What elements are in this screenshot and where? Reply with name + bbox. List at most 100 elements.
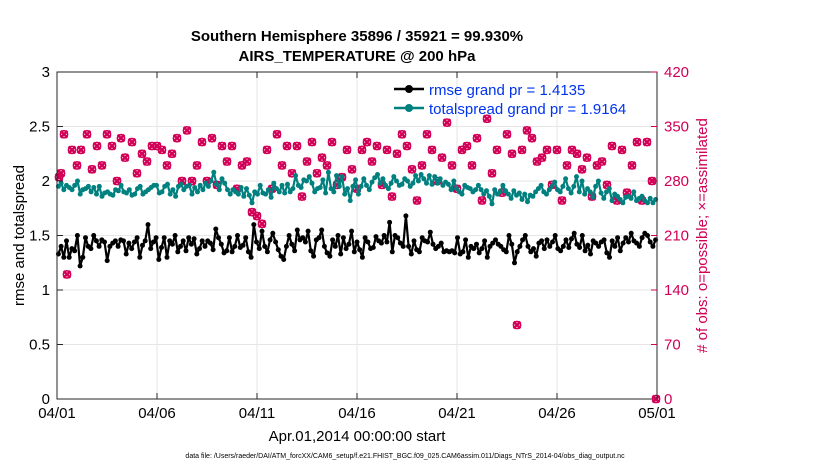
totalspread-point xyxy=(257,182,263,188)
obs-possible-marker xyxy=(112,176,122,186)
y-right-tick-labels: 0 70 140 210 280 350 420 xyxy=(664,64,689,408)
y-right-tick-label: 350 xyxy=(664,119,689,136)
obs-assimilated-marker xyxy=(192,161,202,170)
totalspread-point xyxy=(609,198,615,204)
totalspread-point xyxy=(375,172,380,177)
rmse-point xyxy=(72,248,78,254)
rmse-point xyxy=(498,243,504,249)
obs-assimilated-marker xyxy=(197,137,207,147)
rmse-point xyxy=(639,235,645,241)
rmse-point xyxy=(346,241,352,247)
rmse-point xyxy=(275,247,281,253)
x-axis-label: Apr.01,2014 00:00:00 start xyxy=(269,428,447,445)
obs-assimilated-marker xyxy=(312,168,322,178)
obs-possible-marker xyxy=(116,133,126,143)
totalspread-point xyxy=(475,182,481,188)
totalspread-point xyxy=(347,198,353,204)
obs-possible-marker xyxy=(382,145,392,155)
y-right-tick-label: 0 xyxy=(664,391,672,408)
totalspread-point xyxy=(211,169,217,175)
totalspread-point xyxy=(309,180,315,186)
obs-assimilated-marker xyxy=(607,141,617,151)
totalspread-point xyxy=(355,191,361,197)
obs-possible-marker xyxy=(197,137,207,147)
totalspread-point xyxy=(216,187,222,193)
totalspread-point xyxy=(361,176,367,182)
obs-assimilated-marker xyxy=(72,161,82,170)
rmse-point xyxy=(435,243,441,249)
rmse-point xyxy=(167,238,173,244)
totalspread-point xyxy=(91,185,97,190)
totalspread-point xyxy=(410,180,416,186)
totalspread-point xyxy=(192,185,198,190)
rmse-point xyxy=(395,235,401,241)
totalspread-point xyxy=(380,176,386,182)
rmse-point xyxy=(438,240,444,246)
obs-possible-marker xyxy=(187,176,197,186)
obs-possible-marker xyxy=(517,145,527,155)
x-tick-label: 04/06 xyxy=(138,405,176,422)
obs-possible-marker xyxy=(562,161,572,170)
rmse-point xyxy=(384,239,390,245)
totalspread-point xyxy=(576,189,582,195)
totalspread-point xyxy=(590,194,596,200)
totalspread-point xyxy=(132,191,138,197)
obs-possible-marker xyxy=(102,129,112,139)
totalspread-point xyxy=(544,191,549,197)
obs-possible-marker xyxy=(607,141,617,151)
rmse-point xyxy=(164,254,170,260)
rmse-point xyxy=(588,251,593,257)
obs-assimilated-marker xyxy=(407,165,417,174)
obs-possible-marker xyxy=(367,157,377,166)
rmse-point xyxy=(213,226,219,232)
totalspread-point xyxy=(497,189,503,195)
y-tick-label: 0.5 xyxy=(29,337,50,354)
totalspread-point xyxy=(154,182,159,188)
obs-possible-marker xyxy=(557,196,567,205)
obs-assimilated-marker xyxy=(277,161,287,170)
obs-assimilated-marker xyxy=(82,130,92,139)
obs-possible-marker xyxy=(397,129,407,139)
totalspread-point xyxy=(244,186,249,192)
legend-spread-label: totalspread grand pr = 1.9164 xyxy=(429,101,626,118)
rmse-point xyxy=(183,248,189,254)
rmse-point xyxy=(267,237,273,243)
y-tick-labels: 0 0.5 1 1.5 2 2.5 3 xyxy=(29,64,50,408)
totalspread-point xyxy=(285,181,290,187)
obs-possible-marker xyxy=(277,161,287,170)
totalspread-point xyxy=(508,195,514,201)
rmse-point xyxy=(403,213,409,219)
obs-possible-marker xyxy=(467,161,477,170)
totalspread-point xyxy=(274,186,279,192)
totalspread-point xyxy=(437,176,443,182)
obs-possible-marker xyxy=(342,145,352,155)
obs-assimilated-marker xyxy=(502,130,512,139)
rmse-point xyxy=(582,248,588,254)
obs-assimilated-marker xyxy=(242,157,252,166)
chart-title-line1: Southern Hemisphere 35896 / 35921 = 99.9… xyxy=(191,28,523,45)
rmse-point xyxy=(487,243,493,249)
rmse-point xyxy=(305,228,311,234)
totalspread-point xyxy=(473,187,479,193)
obs-possible-marker xyxy=(437,153,447,163)
rmse-point xyxy=(66,254,72,260)
totalspread-point xyxy=(617,197,623,202)
x-tick-labels: 04/01 04/06 04/11 04/16 04/21 04/26 05/01 xyxy=(38,405,676,422)
totalspread-point xyxy=(522,191,528,197)
rmse-point xyxy=(96,243,102,249)
obs-possible-marker xyxy=(552,145,562,155)
rmse-point xyxy=(378,240,384,246)
obs-assimilated-marker xyxy=(552,145,562,155)
totalspread-point xyxy=(306,174,312,180)
rmse-point xyxy=(623,235,629,241)
rmse-point xyxy=(479,246,485,252)
rmse-point xyxy=(558,248,564,254)
totalspread-point xyxy=(110,192,116,198)
rmse-point xyxy=(64,238,69,244)
rmse-point xyxy=(560,243,566,249)
totalspread-point xyxy=(227,191,233,197)
totalspread-point xyxy=(325,169,331,175)
y-right-tick-label: 140 xyxy=(664,282,689,299)
rmse-point xyxy=(484,254,490,260)
obs-assimilated-marker xyxy=(387,192,397,201)
